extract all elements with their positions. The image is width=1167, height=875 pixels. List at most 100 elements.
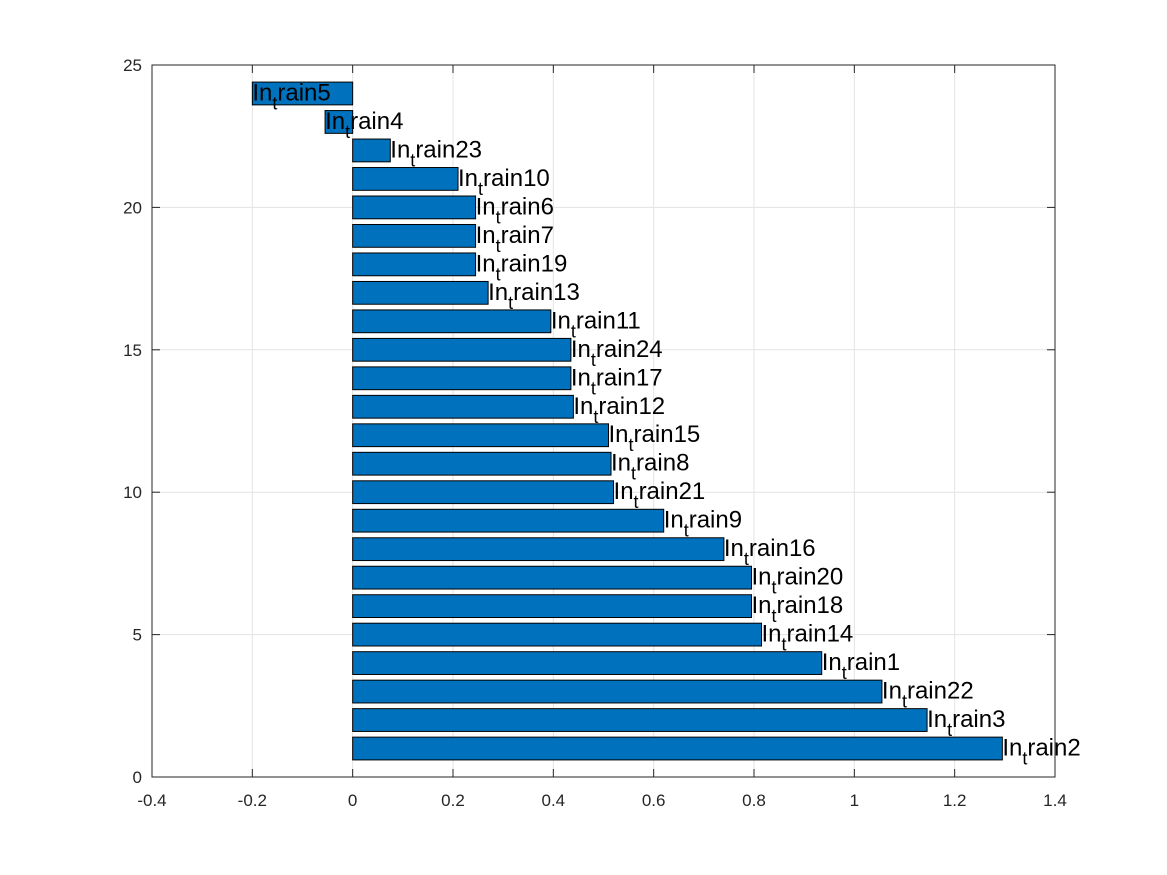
bar-rain6	[352, 195, 477, 220]
bar-label-subscript: t	[345, 122, 350, 142]
bar-label-main: In	[751, 592, 771, 619]
bar-rain24	[352, 337, 572, 362]
bar-label: Intrain6	[476, 193, 554, 227]
bar-label-main: In	[325, 108, 345, 135]
bar-label: Intrain18	[751, 592, 843, 626]
bar-label-main: In	[882, 678, 902, 705]
bar-label-rest: rain2	[1027, 735, 1080, 762]
bar-rain7	[352, 223, 477, 248]
x-tick-label: -0.4	[137, 791, 166, 810]
bar-label-main: In	[458, 165, 478, 192]
bar-label-main: In	[551, 307, 571, 334]
bar-label-subscript: t	[272, 93, 277, 113]
bar-rain1	[352, 651, 823, 675]
bar-label-rest: rain20	[777, 564, 844, 591]
x-tick-label: 0.4	[542, 791, 566, 810]
bar-label-subscript: t	[631, 464, 636, 484]
bar-label-main: In	[571, 336, 591, 363]
bar-label: Intrain3	[927, 706, 1005, 740]
bar-rain11	[352, 309, 552, 334]
bar-label-main: In	[724, 535, 744, 562]
y-tick-label: 15	[123, 341, 142, 360]
x-tick-label: 0.8	[742, 791, 766, 810]
y-tick-label: 20	[123, 198, 142, 217]
bar-label-main: In	[476, 222, 496, 249]
bar-label: Intrain1	[822, 649, 900, 683]
bar-label-subscript: t	[842, 663, 847, 683]
bar-label-rest: rain6	[501, 193, 554, 220]
bar-rain2	[352, 736, 1003, 761]
bar-label-rest: rain4	[350, 108, 403, 135]
bar-label-rest: rain8	[636, 450, 689, 477]
bar-label: Intrain22	[882, 678, 974, 712]
bar-label-subscript: t	[629, 435, 634, 455]
bar-label-subscript: t	[684, 521, 689, 541]
bar-label-rest: rain7	[501, 222, 554, 249]
bar-rain15	[352, 423, 610, 448]
bars-group	[251, 81, 1003, 761]
x-tick-label: 1.4	[1043, 791, 1067, 810]
bar-rain3	[352, 708, 928, 732]
bar-rain21	[352, 480, 615, 505]
bar-label-rest: rain21	[639, 478, 706, 505]
bar-label: Intrain8	[611, 450, 689, 484]
bar-label-main: In	[390, 136, 410, 163]
bar-rain23	[352, 138, 391, 163]
bar-label-rest: rain22	[907, 678, 974, 705]
bar-label-rest: rain11	[576, 307, 641, 334]
bar-label-rest: rain14	[787, 621, 854, 648]
x-tick-label: 0.6	[642, 791, 666, 810]
bar-rain12	[352, 394, 574, 419]
bar-label-subscript: t	[772, 578, 777, 598]
x-tick-label: -0.2	[238, 791, 267, 810]
bar-label-subscript: t	[496, 207, 501, 227]
bar-rain18	[352, 594, 752, 619]
bar-label-rest: rain18	[777, 592, 844, 619]
y-tick-labels: 0 5 10 15 20 25	[123, 56, 142, 787]
bar-label: Intrain20	[751, 564, 843, 598]
y-tick-label: 0	[133, 768, 142, 787]
axis-ticks	[151, 64, 1056, 778]
bar-label-rest: rain5	[277, 79, 330, 106]
bar-label-main: In	[571, 364, 591, 391]
bar-label: Intrain2	[1002, 735, 1080, 769]
bar-label-subscript: t	[591, 350, 596, 370]
bar-label-main: In	[822, 649, 842, 676]
bar-label-rest: rain12	[598, 393, 665, 420]
bar-label: Intrain10	[458, 165, 550, 199]
bar-label-rest: rain9	[689, 507, 742, 534]
bar-label-rest: rain24	[596, 336, 663, 363]
y-tick-label: 10	[123, 483, 142, 502]
bar-label: Intrain4	[325, 108, 403, 142]
bar-label-subscript: t	[1022, 749, 1027, 769]
bar-label: Intrain15	[609, 421, 701, 455]
bar-rain22	[352, 679, 883, 704]
bar-label: Intrain12	[573, 393, 665, 427]
bar-label-main: In	[762, 621, 782, 648]
bar-rain5	[251, 81, 354, 106]
x-tick-labels: -0.4 -0.2 0 0.2 0.4 0.6 0.8 1 1.2 1.4	[137, 791, 1066, 810]
bar-label-subscript: t	[772, 606, 777, 626]
bar-label-subscript: t	[591, 378, 596, 398]
bar-label-subscript: t	[496, 236, 501, 256]
bar-label-rest: rain15	[634, 421, 701, 448]
bar-rain19	[352, 252, 477, 277]
bar-label: Intrain24	[571, 336, 663, 370]
bar-label: Intrain19	[476, 250, 568, 284]
bar-rain8	[352, 451, 612, 476]
bar-label-main: In	[609, 421, 629, 448]
bar-label: Intrain9	[664, 507, 742, 541]
bar-label-main: In	[573, 393, 593, 420]
bar-label-subscript: t	[496, 264, 501, 284]
bar-label: Intrain23	[390, 136, 482, 170]
bar-rain17	[352, 366, 572, 391]
bar-label: Intrain7	[476, 222, 554, 256]
bar-label-subscript: t	[744, 549, 749, 569]
bar-rain16	[352, 537, 725, 562]
bar-label-rest: rain13	[513, 279, 580, 306]
bar-label-subscript: t	[410, 150, 415, 170]
bar-label-main: In	[476, 193, 496, 220]
y-tick-label: 25	[123, 56, 142, 75]
bar-label-rest: rain16	[749, 535, 816, 562]
bar-label-rest: rain19	[501, 250, 568, 277]
